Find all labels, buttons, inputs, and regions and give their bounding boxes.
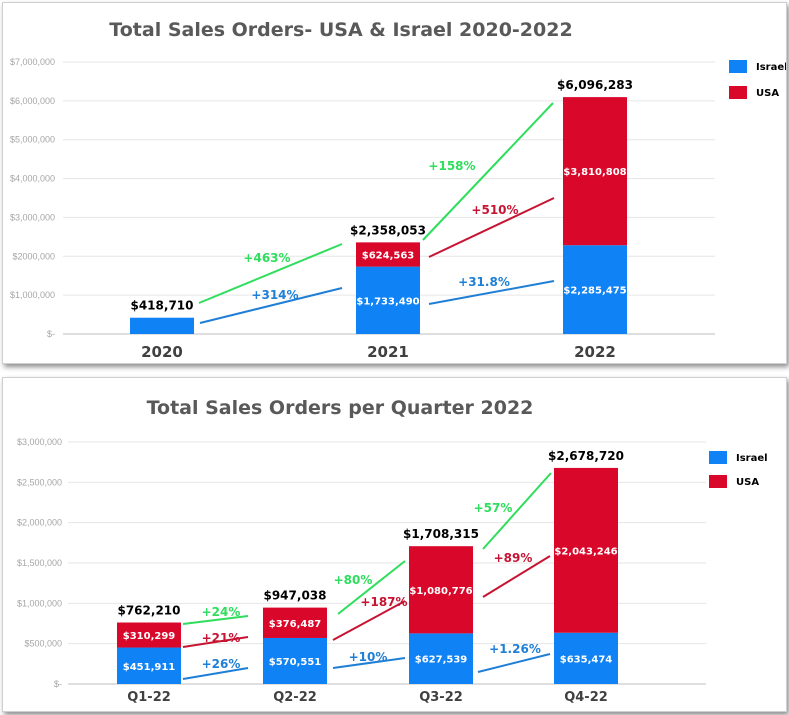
growth-line-israel <box>428 280 555 305</box>
bar-israel <box>409 633 473 684</box>
growth-line-israel-label: +31.8% <box>458 275 510 289</box>
bar-total-label: $418,710 <box>130 299 193 313</box>
growth-line-total-label: +158% <box>428 159 475 173</box>
y-tick-label: $2000,000 <box>12 251 55 261</box>
growth-line-total-label: +463% <box>243 251 290 265</box>
legend-label-usa: USA <box>756 88 779 99</box>
growth-line-total-label: +80% <box>334 573 373 587</box>
legend-swatch-usa <box>729 86 747 99</box>
bar-israel <box>563 245 627 334</box>
growth-line-total <box>422 102 554 241</box>
y-tick-label: $1,000,000 <box>10 290 55 300</box>
bar-usa <box>554 467 618 633</box>
bar-usa <box>409 546 473 634</box>
bar-total-label: $762,210 <box>117 604 180 618</box>
legend-swatch-israel <box>709 451 727 464</box>
x-tick-label: 2021 <box>367 343 409 361</box>
bar-usa-label: $3,810,808 <box>563 167 626 178</box>
growth-line-total <box>482 472 552 550</box>
bar-usa-label: $624,563 <box>362 251 415 262</box>
growth-line-israel <box>332 657 406 669</box>
x-tick-label: 2020 <box>141 343 183 361</box>
growth-line-israel-label: +26% <box>202 657 241 671</box>
y-tick-label: $500,000 <box>24 639 62 649</box>
legend-swatch-israel <box>729 60 747 73</box>
growth-line-usa <box>182 636 249 648</box>
bar-usa-label: $1,080,776 <box>409 586 472 597</box>
bar-usa <box>563 97 627 246</box>
growth-line-total-label: +57% <box>474 501 513 515</box>
y-tick-label: $2,500,000 <box>17 477 62 487</box>
bar-israel-label: $2,285,475 <box>563 286 626 297</box>
growth-line-usa <box>482 555 551 598</box>
growth-line-total <box>182 615 249 625</box>
legend-label-israel: Israel <box>756 62 786 73</box>
growth-line-israel <box>477 653 551 673</box>
x-tick-label: Q1-22 <box>127 690 171 705</box>
quarterly-sales-chart-panel: Total Sales Orders per Quarter 2022 $- $50… <box>2 377 787 712</box>
growth-line-israel-label: +314% <box>251 288 298 302</box>
bar-total-label: $1,708,315 <box>403 527 479 541</box>
growth-line-usa-label: +187% <box>360 595 407 609</box>
quarterly-sales-chart: Total Sales Orders per Quarter 2022 $- $50… <box>17 397 768 705</box>
y-tick-label: $4,000,000 <box>10 174 55 184</box>
y-tick-label: $6,000,000 <box>10 96 55 106</box>
chart-title: Total Sales Orders- USA & Israel 2020-20… <box>109 19 572 41</box>
legend-swatch-usa <box>709 475 727 488</box>
y-tick-label: $2,000,000 <box>17 518 62 528</box>
growth-line-usa-label: +21% <box>202 631 241 645</box>
bar-usa <box>117 622 181 648</box>
bar-israel-label: $635,474 <box>560 654 613 665</box>
y-tick-label: $- <box>54 679 62 689</box>
y-tick-label: $- <box>47 329 55 339</box>
growth-line-total <box>337 560 406 615</box>
bar-israel-label: $451,911 <box>123 662 176 673</box>
bar-total-label: $2,358,053 <box>350 223 426 237</box>
chart-title: Total Sales Orders per Quarter 2022 <box>147 397 534 419</box>
x-tick-label: 2022 <box>574 343 616 361</box>
legend-label-usa: USA <box>736 477 759 488</box>
bar-total-label: $947,038 <box>263 589 326 603</box>
bar-israel-label: $1,733,490 <box>356 296 419 307</box>
bar-usa <box>356 242 420 267</box>
bar-israel <box>554 632 618 684</box>
growth-line-usa-label: +510% <box>471 203 518 217</box>
y-tick-label: $3,000,000 <box>10 212 55 222</box>
annual-sales-chart-panel: Total Sales Orders- USA & Israel 2020-20… <box>2 2 787 364</box>
x-tick-label: Q3-22 <box>419 690 463 705</box>
bar-israel <box>356 266 420 334</box>
growth-line-usa-label: +89% <box>494 551 533 565</box>
bar-usa <box>263 607 327 638</box>
bar-usa-label: $2,043,246 <box>554 546 617 557</box>
growth-line-usa <box>428 197 555 258</box>
bar-usa-label: $310,299 <box>123 631 176 642</box>
bar-israel <box>263 637 327 684</box>
growth-line-total-label: +24% <box>202 605 241 619</box>
bar-israel-label: $570,551 <box>269 657 322 668</box>
bar-total-label: $6,096,283 <box>557 78 633 92</box>
bar-total-label: $2,678,720 <box>548 449 624 463</box>
y-tick-label: $3,000,000 <box>17 437 62 447</box>
growth-line-israel <box>182 667 249 680</box>
y-tick-label: $5,000,000 <box>10 135 55 145</box>
bar-israel <box>130 317 194 334</box>
y-tick-label: $7,000,000 <box>10 57 55 67</box>
growth-line-usa <box>332 600 406 641</box>
legend-label-israel: Israel <box>736 453 768 464</box>
y-tick-label: $1,000,000 <box>17 598 62 608</box>
growth-line-total <box>198 243 343 304</box>
x-tick-label: Q2-22 <box>273 690 317 705</box>
bar-israel-label: $627,539 <box>415 655 468 666</box>
annual-sales-chart: Total Sales Orders- USA & Israel 2020-20… <box>10 19 786 361</box>
growth-line-israel-label: +10% <box>349 650 388 664</box>
y-tick-label: $1,500,000 <box>17 558 62 568</box>
x-tick-label: Q4-22 <box>564 690 608 705</box>
growth-line-israel-label: +1.26% <box>489 642 541 656</box>
growth-line-israel <box>199 287 343 324</box>
bar-usa-label: $376,487 <box>269 619 322 630</box>
bar-israel <box>117 647 181 684</box>
